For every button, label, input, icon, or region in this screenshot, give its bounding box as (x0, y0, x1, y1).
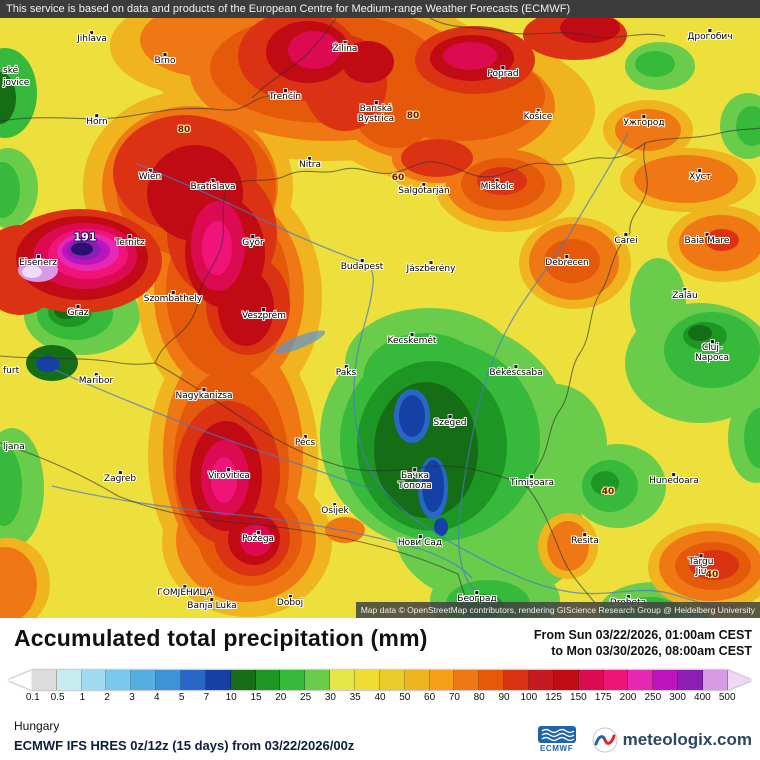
legend-tick-label: 7 (203, 692, 210, 704)
legend-tick-label: 0.1 (25, 692, 40, 704)
country-borders (0, 18, 760, 611)
legend-segment (379, 670, 405, 691)
legend-tick-label: 4 (154, 692, 160, 704)
legend-tick-label: 175 (594, 692, 612, 704)
legend-segment (727, 670, 752, 691)
legend-segment (504, 670, 530, 691)
valid-period: From Sun 03/22/2026, 01:00am CEST to Mon… (534, 625, 752, 659)
ecmwf-icon (537, 726, 576, 743)
legend-tick-label: 20 (275, 692, 287, 704)
legend-tick-label: 400 (694, 692, 711, 704)
service-banner: This service is based on data and produc… (0, 0, 760, 18)
legend-tick-label: 60 (424, 692, 436, 704)
legend-tick-label: 35 (349, 692, 361, 704)
legend-segment (479, 670, 505, 691)
ecmwf-logo-text: ECMWF (539, 744, 574, 753)
run-meta: Hungary ECMWF IFS HRES 0z/12z (15 days) … (14, 719, 354, 753)
meteologix-logo: meteologix.com (592, 727, 752, 753)
region-label: Hungary (14, 719, 60, 733)
legend-segment (404, 670, 430, 691)
map-title: Accumulated total precipitation (mm) (14, 625, 428, 651)
orange-red-regions (0, 18, 760, 618)
map-attribution: Map data © OpenStreetMap contributors, r… (355, 602, 760, 618)
legend-segment (131, 670, 157, 691)
legend-tick-label: 500 (718, 692, 736, 704)
logos: ECMWF meteologix.com (537, 726, 752, 753)
legend-tick-label: 15 (250, 692, 262, 704)
legend-segment (305, 670, 331, 691)
legend-segment (330, 670, 356, 691)
legend-segment (529, 670, 554, 691)
legend-segment (280, 670, 306, 691)
legend-segment (355, 670, 380, 691)
period-from: From Sun 03/22/2026, 01:00am CEST (533, 628, 752, 642)
legend-segment (578, 670, 604, 691)
legend-tick-label: 2 (104, 692, 110, 704)
legend-tick-label: 90 (498, 692, 510, 704)
legend-segment (8, 670, 32, 691)
legend-tick-labels: 0.1 0.5 1 2 3 4 5 7 10 15 20 25 30 35 40 50 60 70 80 90 100 1… (8, 692, 752, 706)
legend-tick-label: 1 (79, 692, 86, 704)
legend-segment (106, 670, 132, 691)
ecmwf-logo: ECMWF (537, 726, 576, 753)
legend-segment (454, 670, 480, 691)
legend-tick-label: 0.5 (50, 692, 65, 704)
legend-segment (230, 670, 256, 691)
legend-tick-label: 3 (129, 692, 135, 704)
legend-tick-label: 125 (545, 692, 562, 704)
legend-tick-label: 40 (374, 692, 386, 704)
legend-tick-label: 150 (570, 692, 587, 704)
legend-segment (205, 670, 231, 691)
model-run-label: ECMWF IFS HRES 0z/12z (15 days) from 03/… (14, 738, 355, 753)
legend-segment (553, 670, 579, 691)
legend-tick-label: 50 (399, 692, 411, 704)
legend-tick-label: 250 (644, 692, 662, 704)
legend-segment (31, 670, 57, 691)
legend-tick-label: 100 (520, 692, 538, 704)
legend-colorbar (8, 670, 752, 691)
map-area: Jihlava Brno Žilina Poprad Дрогобич ské jovice… (0, 18, 760, 618)
legend-segment (603, 670, 629, 691)
legend-tick-label: 10 (225, 692, 237, 704)
legend-segment (181, 670, 206, 691)
legend-segment (628, 670, 654, 691)
legend-tick-label: 300 (669, 692, 686, 704)
legend-segment (703, 670, 728, 691)
legend-segment (429, 670, 455, 691)
legend-tick-label: 200 (619, 692, 637, 704)
legend-segment (56, 670, 82, 691)
legend-segment (653, 670, 679, 691)
meteologix-icon (592, 727, 618, 752)
legend-segment (156, 670, 182, 691)
rivers (51, 132, 736, 609)
legend-segment (678, 670, 704, 691)
legend-tick-label: 30 (324, 692, 336, 704)
legend-tick-label: 5 (178, 692, 185, 704)
precipitation-legend: 0.1 0.5 1 2 3 4 5 7 10 15 20 25 30 35 40 50 60 70 80 90 100 1… (8, 670, 752, 706)
legend-tick-label: 25 (300, 692, 312, 704)
legend-tick-label: 80 (473, 692, 485, 704)
period-to: to Mon 03/30/2026, 08:00am CEST (551, 643, 752, 658)
meteologix-logo-text: meteologix.com (622, 729, 752, 749)
legend-tick-label: 70 (448, 692, 460, 704)
precipitation-field (0, 18, 760, 618)
legend-segment (81, 670, 107, 691)
legend-segment (255, 670, 281, 691)
info-panel: Accumulated total precipitation (mm) Fro… (0, 618, 760, 760)
